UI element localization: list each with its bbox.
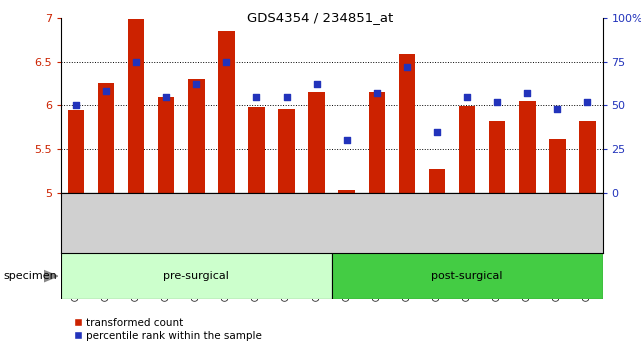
Point (522, 90, 533, 96)
Text: specimen: specimen (3, 271, 57, 281)
Point (432, 129, 442, 135)
Bar (218, 31, 235, 193)
Point (462, 94, 472, 99)
Point (312, 81, 322, 87)
Bar (459, 106, 476, 193)
Bar (68, 110, 84, 193)
Point (402, 64, 412, 70)
Bar (61, 253, 332, 299)
Bar (278, 109, 295, 193)
Point (372, 90, 382, 96)
Bar (489, 121, 506, 193)
Point (161, 94, 171, 99)
Point (492, 99, 503, 105)
Text: post-surgical: post-surgical (431, 271, 503, 281)
Bar (158, 97, 174, 193)
Point (71, 103, 81, 108)
Bar (399, 55, 415, 193)
Point (251, 94, 262, 99)
Point (583, 99, 593, 105)
Bar (579, 121, 595, 193)
Bar (519, 101, 536, 193)
Point (281, 94, 292, 99)
Legend: transformed count, percentile rank within the sample: transformed count, percentile rank withi… (69, 314, 266, 345)
Bar (549, 139, 565, 193)
Bar (429, 169, 445, 193)
Bar (308, 92, 325, 193)
Bar (128, 19, 144, 193)
Text: pre-surgical: pre-surgical (163, 271, 229, 281)
Point (553, 106, 563, 112)
Point (342, 137, 352, 143)
Bar (188, 79, 204, 193)
Bar (369, 92, 385, 193)
Point (191, 81, 201, 87)
Point (101, 88, 111, 94)
Bar (332, 253, 603, 299)
Polygon shape (44, 270, 58, 282)
Point (221, 59, 231, 64)
Bar (98, 84, 114, 193)
Point (131, 59, 141, 64)
Bar (338, 190, 355, 193)
Bar (248, 107, 265, 193)
Text: GDS4354 / 234851_at: GDS4354 / 234851_at (247, 11, 394, 24)
